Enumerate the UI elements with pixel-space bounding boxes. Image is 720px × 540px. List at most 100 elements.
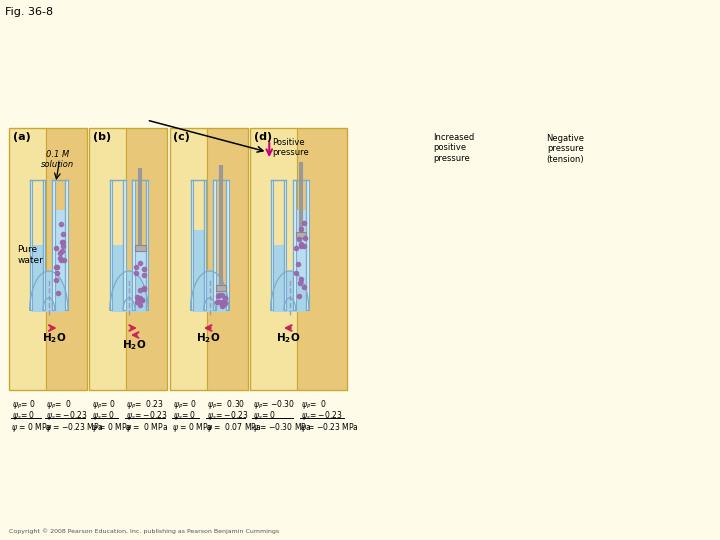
Text: Increased
positive
pressure: Increased positive pressure: [433, 133, 474, 163]
Point: [216, 301, 228, 310]
Point: [215, 298, 226, 306]
Text: 0.1 M
solution: 0.1 M solution: [41, 150, 74, 170]
Bar: [273, 245, 284, 310]
Bar: [32, 296, 66, 312]
Bar: [89, 128, 167, 390]
Point: [56, 247, 68, 255]
Text: $\psi$ =  0 MPa: $\psi$ = 0 MPa: [125, 421, 168, 434]
Point: [213, 291, 225, 299]
Bar: [43, 180, 45, 310]
Bar: [250, 128, 297, 390]
Point: [50, 276, 61, 285]
Point: [131, 298, 143, 306]
Text: $\psi_P$=  0: $\psi_P$= 0: [46, 398, 72, 411]
Text: (a): (a): [13, 132, 30, 142]
Bar: [110, 180, 112, 310]
Polygon shape: [271, 271, 309, 310]
Point: [293, 259, 305, 268]
Point: [212, 292, 224, 300]
Point: [58, 230, 69, 239]
Point: [134, 285, 145, 294]
Point: [218, 297, 230, 306]
Text: $\psi_P$=  0: $\psi_P$= 0: [300, 398, 327, 411]
Point: [55, 255, 67, 264]
Point: [138, 271, 149, 279]
Point: [296, 275, 307, 284]
Point: [217, 299, 229, 308]
Point: [300, 234, 311, 242]
Text: $\psi_s$= $-$0.23: $\psi_s$= $-$0.23: [300, 409, 342, 422]
Bar: [66, 180, 68, 310]
Point: [217, 291, 228, 299]
Text: Positive
pressure: Positive pressure: [272, 138, 309, 157]
Bar: [204, 180, 206, 310]
Point: [52, 268, 63, 277]
Polygon shape: [43, 298, 55, 310]
Text: (b): (b): [93, 132, 111, 142]
Polygon shape: [110, 271, 148, 310]
Point: [296, 239, 307, 248]
Point: [50, 263, 62, 272]
Text: $\psi_s$= $-$0.23: $\psi_s$= $-$0.23: [207, 409, 248, 422]
Point: [51, 262, 63, 271]
Bar: [170, 128, 248, 390]
Point: [55, 248, 66, 257]
Text: $\psi$ = 0 MPa: $\psi$ = 0 MPa: [171, 421, 212, 434]
Text: $\mathbf{H_2O}$: $\mathbf{H_2O}$: [42, 331, 66, 345]
Text: $\psi$ = $-$0.23 MPa: $\psi$ = $-$0.23 MPa: [300, 421, 359, 434]
Point: [211, 298, 222, 307]
Bar: [132, 180, 135, 310]
Bar: [135, 245, 145, 310]
Bar: [46, 128, 87, 390]
Bar: [226, 180, 229, 310]
Polygon shape: [123, 298, 135, 310]
Text: Pure
water: Pure water: [17, 245, 43, 265]
Bar: [293, 180, 296, 310]
Point: [298, 283, 310, 292]
Text: $\psi_s$= 0: $\psi_s$= 0: [173, 409, 196, 422]
Text: $\psi_P$= $-$0.30: $\psi_P$= $-$0.30: [253, 398, 294, 411]
Point: [54, 253, 66, 262]
Text: $\mathbf{H_2O}$: $\mathbf{H_2O}$: [276, 331, 300, 345]
Bar: [213, 180, 215, 310]
Point: [220, 299, 231, 307]
Point: [220, 294, 231, 302]
Point: [217, 298, 229, 306]
Point: [298, 242, 310, 251]
Point: [132, 293, 143, 302]
Point: [52, 289, 63, 298]
Point: [134, 301, 145, 309]
Text: $\psi_s$= $-$0.23: $\psi_s$= $-$0.23: [46, 409, 87, 422]
Bar: [250, 128, 348, 390]
Bar: [123, 180, 125, 310]
Point: [295, 242, 307, 251]
Text: $\psi$ = $-$0.30 MPa: $\psi$ = $-$0.30 MPa: [252, 421, 311, 434]
Bar: [89, 128, 127, 390]
Text: $\mathbf{H_2O}$: $\mathbf{H_2O}$: [122, 338, 146, 352]
Text: $\psi_s$= 0: $\psi_s$= 0: [92, 409, 115, 422]
Bar: [296, 210, 307, 310]
Point: [138, 285, 149, 294]
Point: [294, 279, 305, 287]
Point: [130, 269, 142, 278]
Point: [135, 293, 146, 302]
Polygon shape: [204, 298, 215, 310]
Bar: [193, 230, 204, 310]
Point: [137, 296, 148, 305]
Text: $\psi_P$=  0.23: $\psi_P$= 0.23: [126, 398, 164, 411]
Text: (c): (c): [174, 132, 190, 142]
Bar: [9, 128, 87, 390]
Bar: [307, 180, 309, 310]
Bar: [207, 128, 248, 390]
Bar: [296, 232, 307, 238]
Bar: [170, 128, 207, 390]
Text: $\psi_P$=  0.30: $\psi_P$= 0.30: [207, 398, 245, 411]
Bar: [297, 128, 348, 390]
Bar: [193, 296, 226, 312]
Bar: [112, 245, 123, 310]
Bar: [112, 296, 145, 312]
Text: $\psi$ = $-$0.23 MPa: $\psi$ = $-$0.23 MPa: [45, 421, 104, 434]
Bar: [55, 210, 66, 310]
Text: $\psi_P$= 0: $\psi_P$= 0: [12, 398, 35, 411]
Polygon shape: [30, 271, 68, 310]
